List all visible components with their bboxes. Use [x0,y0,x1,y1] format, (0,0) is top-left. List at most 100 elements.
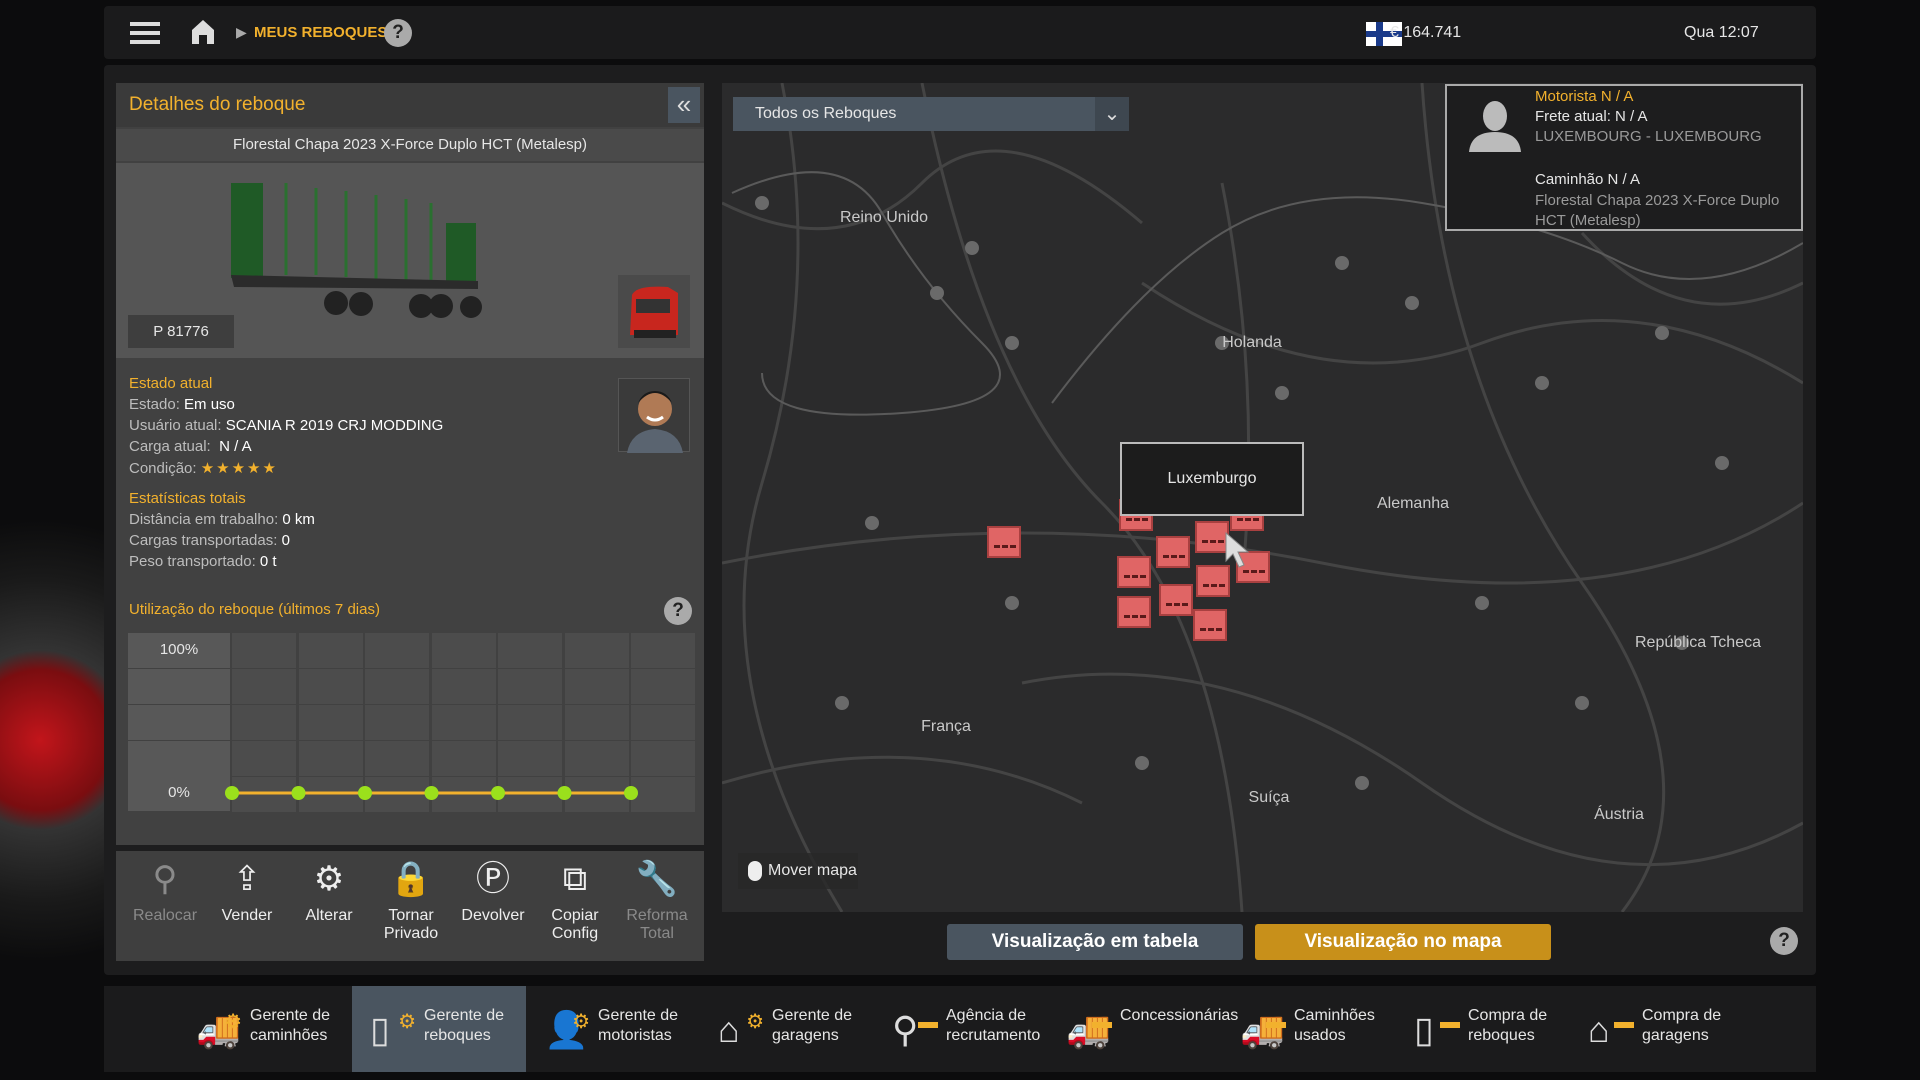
usage-grid-cell [298,633,363,668]
current-cargo-line: Carga atual: N / A [129,438,252,455]
distance-line: Distância em trabalho: 0 km [129,511,315,528]
panel-header: Detalhes do reboque « [116,83,704,127]
trailer-marker-icon[interactable] [1117,556,1151,588]
usage-point[interactable] [491,786,505,800]
table-view-button[interactable]: Visualização em tabela [947,924,1243,960]
action-vender[interactable]: ⇪ Vender [206,857,288,925]
usage-grid-cell [232,705,296,740]
usage-grid-cell [128,741,230,776]
collapse-panel-button[interactable]: « [668,87,700,123]
nav-item[interactable]: ▯ ⚙ Gerente de reboques [352,986,526,1072]
usage-max-label: 100% [128,633,230,668]
action-reforma-total[interactable]: 🔧 Reforma Total [616,857,698,943]
action-label: Copiar Config [551,907,599,942]
usage-help-icon[interactable]: ? [664,597,692,625]
menu-icon[interactable] [130,22,160,44]
chevron-down-icon[interactable]: ⌄ [1095,97,1129,131]
usage-grid-cell [298,741,363,776]
truck-manager-icon: 🚚 ⚙ [196,1009,242,1050]
nav-item[interactable]: ▯ ▬ Compra de reboques [1396,986,1570,1072]
usage-heading: Utilização do reboque (últimos 7 dias) [129,601,380,618]
route-label: LUXEMBOURG - LUXEMBOURG [1535,128,1762,145]
buy-garage-icon: ⌂ ▬ [1588,1009,1634,1050]
view-help-icon[interactable]: ? [1770,927,1798,955]
copy-config-icon: ⧉ [562,860,588,898]
map-view-button[interactable]: Visualização no mapa [1255,924,1551,960]
usage-grid-cell [564,741,629,776]
action-realocar[interactable]: ⚲ Realocar [124,857,206,925]
dealer-icon: 🚚 ▬ [1066,1009,1112,1050]
usage-grid-cell [498,669,562,704]
usage-grid-cell [365,633,429,668]
nav-item[interactable]: ⌂ ⚙ Gerente de garagens [700,986,874,1072]
country-label: Holanda [1222,334,1282,351]
nav-item[interactable]: ⚲ ▬ Agência de recrutamento [874,986,1048,1072]
trailer-marker-icon[interactable] [1117,596,1151,628]
mouse-cursor-icon [1225,531,1250,568]
nav-item[interactable]: ⌂ ▬ Compra de garagens [1570,986,1744,1072]
trailer-marker-icon[interactable] [1236,551,1270,583]
usage-grid-cell [431,705,496,740]
usage-grid-cell [431,669,496,704]
nav-item-label: Gerente de motoristas [598,1007,679,1044]
state-value: Em uso [184,396,235,413]
action-label: Vender [221,907,273,924]
current-user-line: Usuário atual: SCANIA R 2019 CRJ MODDING [129,417,444,434]
usage-point[interactable] [624,786,638,800]
usage-point[interactable] [358,786,372,800]
action-label: Devolver [461,907,525,924]
trailer-filter-dropdown[interactable]: Todos os Reboques ⌄ [733,97,1129,131]
action-label: Reforma Total [626,907,688,942]
action-devolver[interactable]: Ⓟ Devolver [452,857,534,925]
usage-point[interactable] [557,786,572,800]
usage-point[interactable] [225,786,239,800]
usage-point[interactable] [291,786,306,800]
usage-grid-cell [631,669,695,704]
trailer-marker-icon[interactable] [1159,584,1193,616]
country-label: França [921,718,971,735]
map-view[interactable]: Todos os Reboques ⌄ Motorista N / A Fret… [722,83,1803,912]
return-trailer-icon: Ⓟ [476,860,510,898]
action-copiar-config[interactable]: ⧉ Copiar Config [534,857,616,943]
nav-item[interactable]: 🚚 ⚙ Gerente de caminhões [178,986,352,1072]
current-cargo-value: N / A [219,438,252,455]
action-label: Tornar Privado [383,907,439,942]
help-icon[interactable]: ? [384,19,412,47]
country-label: Reino Unido [839,209,929,226]
usage-grid-cell [631,705,695,740]
nav-item[interactable]: 🚚 ▬ Caminhões usados [1222,986,1396,1072]
truck-thumbnail[interactable] [618,275,690,348]
relocate-pin-icon: ⚲ [152,860,178,898]
mouse-icon [748,861,762,881]
trailer-marker-icon[interactable] [1156,536,1190,568]
usage-point[interactable] [424,786,439,800]
action-alterar[interactable]: ⚙ Alterar [288,857,370,925]
nav-item-label: Compra de reboques [1468,1007,1548,1044]
breadcrumb[interactable]: MEUS REBOQUES [254,24,388,41]
usage-grid-cell [498,633,562,668]
nav-item[interactable]: 🚚 ▬ Concessionárias [1048,986,1238,1072]
usage-grid-cell [232,633,296,668]
garage-manager-icon: ⌂ ⚙ [718,1009,764,1050]
bottom-navigation: 🚚 ⚙ Gerente de caminhões ▯ ⚙ Gerente de reboq… [104,986,1816,1072]
usage-grid-cell [298,705,363,740]
nav-item-label: Gerente de garagens [772,1007,853,1044]
distance-value: 0 km [282,511,315,528]
usage-grid-cell [631,633,695,668]
condition-line: Condição: ★★★★★ [129,460,278,477]
buy-trailer-icon: ▯ ▬ [1414,1009,1460,1050]
usage-grid-cell [498,705,562,740]
action-tornar-privado[interactable]: 🔒 Tornar Privado [370,857,452,943]
country-label: Áustria [1594,806,1644,823]
action-label: Alterar [305,907,353,924]
country-label: Suíça [1248,789,1290,806]
trailer-marker-icon[interactable] [1195,521,1229,553]
home-icon[interactable] [190,18,216,46]
trailer-marker-icon[interactable] [1193,609,1227,641]
nav-item[interactable]: 👤 ⚙ Gerente de motoristas [526,986,700,1072]
loads-line: Cargas transportadas: 0 [129,532,290,549]
trailer-marker-icon[interactable] [1196,565,1230,597]
country-label: Alemanha [1376,495,1450,512]
trailer-marker-icon[interactable] [987,526,1021,558]
country-label: República Tcheca [1634,634,1762,651]
